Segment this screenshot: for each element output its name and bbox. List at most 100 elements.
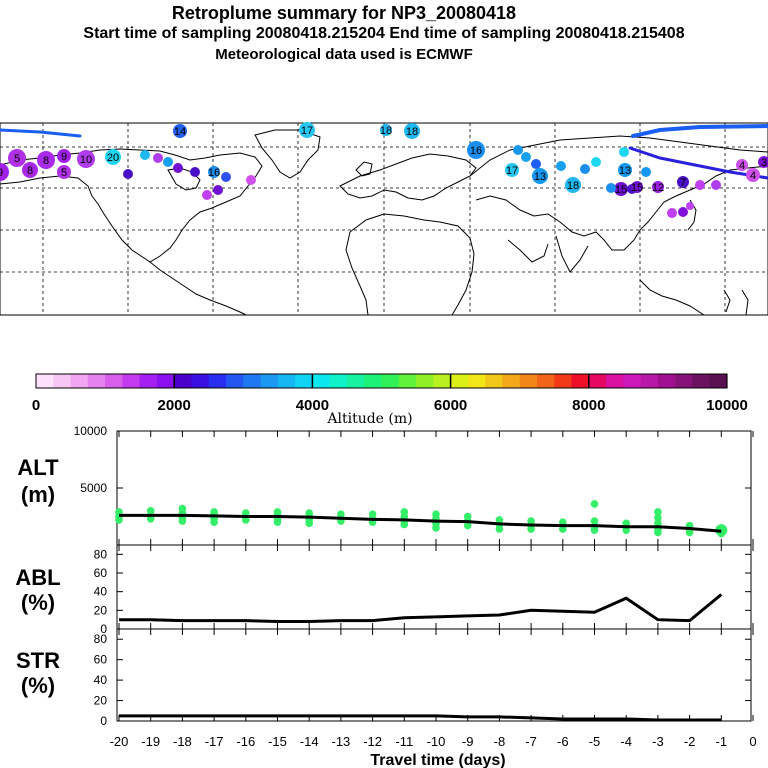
trajectory-point-marker (213, 185, 223, 195)
y-tick-label: 0 (100, 714, 107, 728)
x-tick-label: -15 (268, 734, 287, 749)
trajectory-point: 12 (652, 181, 664, 194)
trajectory-point-marker (505, 163, 519, 177)
trajectory-point-marker (556, 161, 566, 171)
colorbar-swatch (450, 374, 469, 388)
y-tick-label: 60 (94, 566, 108, 580)
alt-particle-point (210, 518, 218, 526)
x-tick-label: -5 (589, 734, 601, 749)
trajectory-point: 16 (467, 141, 485, 159)
trajectory-point-label: 4 (739, 160, 745, 172)
colorbar-swatch (398, 374, 417, 388)
trajectory-point-marker (746, 168, 760, 182)
x-axis-title: Travel time (days) (370, 752, 505, 768)
trajectory-point: 16 (208, 166, 220, 179)
altitude-colorbar: 0 2000 4000 6000 8000 10000 Altitude (m) (32, 373, 748, 427)
trajectory-point-label: 16 (470, 145, 482, 157)
alt-particle-point (432, 524, 440, 532)
colorbar-ticks: 0 2000 4000 6000 8000 10000 (32, 374, 748, 414)
colorbar-swatch (536, 374, 555, 388)
trajectory-point (591, 157, 601, 167)
x-tick-label: -3 (652, 734, 664, 749)
trajectory-points: 5891020985161417181816171318131515127443 (0, 122, 768, 218)
x-tick-label: -19 (141, 734, 160, 749)
y-tick-label: 20 (94, 603, 108, 617)
colorbar-swatch (502, 374, 521, 388)
trajectory-point-marker (580, 164, 590, 174)
trajectory-point (521, 152, 531, 162)
trajectory-point: 8 (37, 151, 55, 169)
colorbar-swatch (277, 374, 296, 388)
y-tick-label: 40 (94, 585, 108, 599)
y-tick-label: 60 (94, 653, 108, 667)
x-tick-label: 0 (749, 734, 756, 749)
colorbar-tick-label: 10000 (706, 397, 748, 414)
trajectory-point-marker (173, 163, 183, 173)
trajectory-point (153, 153, 163, 163)
colorbar-swatch (329, 374, 348, 388)
abl-panel: ABL (%) 80 60 40 20 0 (15, 544, 754, 636)
colorbar-swatch (485, 374, 504, 388)
colorbar-tick-label: 6000 (434, 397, 467, 414)
trajectory-point-label: 3 (761, 157, 767, 169)
colorbar-swatch (260, 374, 279, 388)
map-graticule (0, 123, 768, 315)
colorbar-swatch (571, 374, 590, 388)
trajectory-point (580, 164, 590, 174)
trajectory-point: 4 (736, 159, 748, 172)
colorbar-swatch (588, 374, 607, 388)
trajectory-point-marker (736, 159, 748, 171)
sampling-time-line: Start time of sampling 20080418.215204 E… (83, 25, 685, 42)
trajectory-point: 15 (631, 181, 643, 194)
trajectory-point-marker (521, 152, 531, 162)
colorbar-swatch (364, 374, 383, 388)
colorbar-swatch (53, 374, 72, 388)
trajectory-point-label: 15 (615, 184, 627, 196)
alt-particle-point (527, 525, 535, 533)
trajectory-point-marker (711, 180, 721, 190)
x-tick-label: -10 (427, 734, 446, 749)
trajectory-point-label: 9 (0, 167, 3, 179)
colorbar-swatch (381, 374, 400, 388)
trajectory-point-marker (618, 163, 632, 177)
str-y-ticks: 80 60 40 20 0 (94, 632, 751, 728)
trajectory-point-marker (153, 153, 163, 163)
trajectory-point-label: 4 (750, 170, 756, 182)
trajectory-point: 15 (614, 182, 628, 196)
trajectory-point (246, 175, 256, 185)
colorbar-swatch (139, 374, 158, 388)
colorbar-swatch (675, 374, 694, 388)
trajectory-point-marker (686, 202, 694, 210)
trajectory-point-label: 16 (208, 167, 220, 179)
colorbar-swatch (433, 374, 452, 388)
trajectory-point (606, 183, 616, 193)
x-tick-label: -6 (557, 734, 569, 749)
trajectory-point: 3 (758, 156, 768, 169)
trajectory-lines (0, 124, 768, 180)
trajectory-point-marker (140, 150, 150, 160)
abl-line (119, 593, 723, 623)
trajectory-point-marker (678, 207, 688, 217)
trajectory-point (163, 157, 173, 167)
y-tick-label: 40 (94, 673, 108, 687)
trajectory-point-marker (467, 141, 485, 159)
x-tick-label: -18 (173, 734, 192, 749)
trajectory-point: 18 (565, 177, 581, 193)
trajectory-point-marker (619, 147, 629, 157)
trajectory-point-marker (37, 151, 55, 169)
colorbar-swatch (692, 374, 711, 388)
trajectory-point-label: 7 (680, 177, 686, 189)
trajectory-point-marker (22, 162, 38, 178)
trajectory-point-marker (246, 175, 256, 185)
alt-particle-point (273, 518, 282, 526)
trajectory-point: 18 (380, 124, 392, 137)
met-data-line: Meteorological data used is ECMWF (215, 46, 473, 63)
alt-y-ticks: 10000 5000 (74, 424, 751, 495)
trajectory-point-label: 13 (534, 171, 546, 183)
trajectory-point-label: 5 (14, 153, 20, 165)
colorbar-swatch (606, 374, 624, 388)
colorbar-swatch (105, 374, 123, 388)
alt-particle-point (559, 525, 567, 533)
trajectory-point-label: 13 (619, 165, 631, 177)
x-tick-label: -14 (300, 734, 319, 749)
